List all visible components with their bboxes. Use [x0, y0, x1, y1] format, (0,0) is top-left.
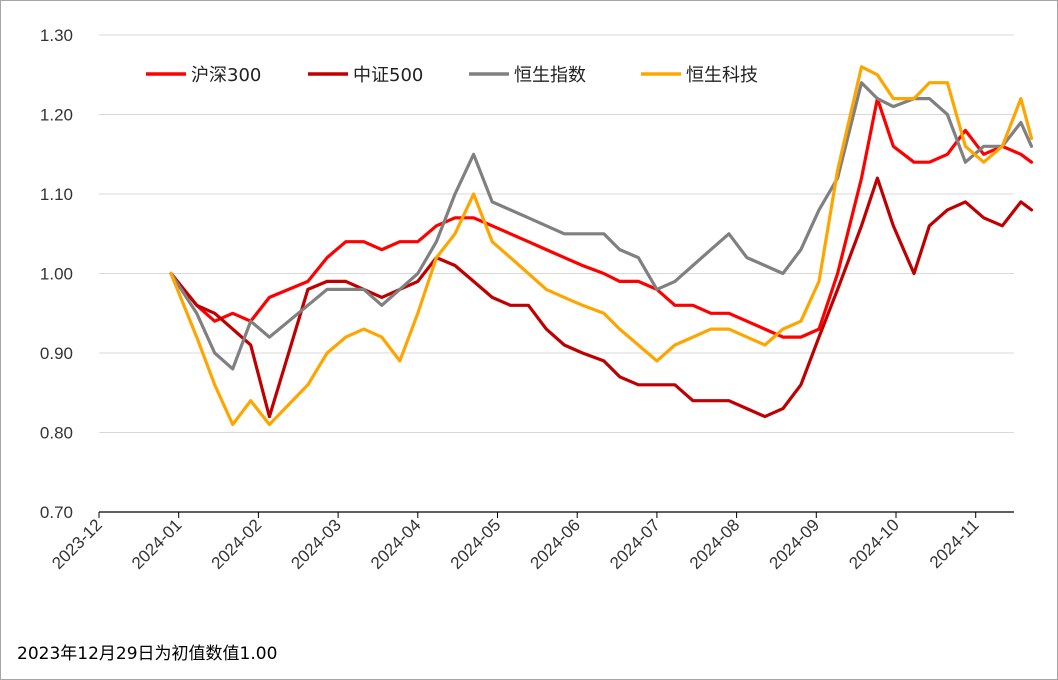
- x-tick-label: 2024-06: [526, 515, 584, 573]
- y-tick-label: 0.70: [40, 503, 73, 522]
- x-tick-label: 2024-11: [926, 515, 983, 572]
- y-axis-ticks: 0.70 0.80 0.90 1.00 1.10 1.20 1.30: [40, 26, 73, 522]
- gridlines: [99, 34, 1014, 433]
- y-tick-label: 1.30: [40, 26, 73, 45]
- legend-label: 恒生科技: [686, 65, 758, 86]
- x-tick-label: 2024-08: [686, 515, 744, 573]
- footnote: 2023年12月29日为初值数值1.00: [17, 644, 278, 664]
- series-line-2: [169, 81, 1034, 371]
- y-tick-label: 1.10: [40, 185, 73, 204]
- y-tick-label: 1.20: [40, 106, 73, 125]
- legend: 沪深300 中证500 恒生指数 恒生科技: [146, 65, 758, 86]
- y-tick-label: 0.80: [40, 424, 73, 443]
- x-tick-label: 2024-01: [128, 515, 186, 573]
- legend-label: 沪深300: [191, 65, 261, 86]
- series-line-3: [169, 65, 1034, 427]
- x-tick-label: 2024-02: [208, 515, 266, 573]
- x-tick-label: 2023-12: [48, 515, 106, 573]
- x-tick-label: 2024-09: [766, 515, 824, 573]
- x-tick-label: 2024-07: [606, 515, 664, 573]
- legend-label: 中证500: [353, 65, 423, 86]
- x-tick-label: 2024-04: [367, 515, 425, 573]
- legend-label: 恒生指数: [514, 65, 586, 86]
- x-tick-label: 2024-10: [845, 515, 903, 573]
- series-line-1: [169, 176, 1034, 419]
- x-axis: 2023-12 2024-01 2024-02 2024-03 2024-04 2024-…: [48, 511, 1014, 573]
- y-tick-label: 1.00: [40, 265, 73, 284]
- series-line-0: [169, 96, 1034, 339]
- y-tick-label: 0.90: [40, 344, 73, 363]
- series-lines: [169, 65, 1034, 427]
- x-tick-label: 2024-03: [287, 515, 345, 573]
- x-tick-label: 2024-05: [447, 515, 505, 573]
